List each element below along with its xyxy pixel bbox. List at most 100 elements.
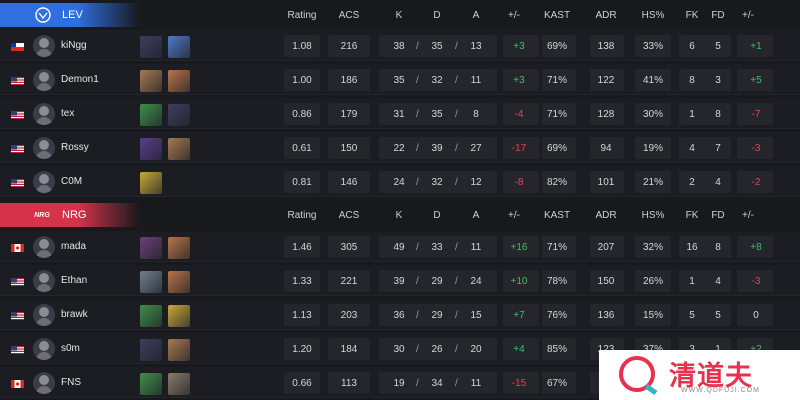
stat-kast: 69% [546,143,567,154]
stat-cell-background [737,137,773,159]
stat-deaths: 35 [431,41,443,52]
stat-cell-background [328,372,370,394]
player-row[interactable]: brawk 1.13 203 36 / 29 / 15 +7 76% 136 15% 5 5 0 [0,299,800,331]
kayo-icon [140,271,162,293]
player-row[interactable]: Rossy 0.61 150 22 / 39 / 27 -17 69% 94 19% 4 7 -3 [0,132,800,164]
stat-adr: 101 [597,177,615,188]
stat-cell-background [590,304,624,326]
stat-cell-background [679,171,731,193]
stat-cell-background [542,137,576,159]
stat-rating: 1.20 [292,344,312,355]
chamber-icon [168,373,190,395]
player-name[interactable]: Demon1 [61,74,99,85]
header-fk: FK [685,210,699,221]
player-row[interactable]: tex 0.86 179 31 / 35 / 8 -4 71% 128 30% 1 8 -7 [0,98,800,130]
team-header: NRG NRG Rating ACS K D A +/- KAST ADR HS… [0,200,800,230]
stat-cell-background [379,236,497,258]
stat-kills: 35 [393,75,405,86]
stat-cell-background [590,236,624,258]
stat-cell-background [679,236,731,258]
stat-cell-background [379,304,497,326]
stat-fd: 1 [698,344,738,355]
stat-cell-background [542,304,576,326]
stat-fd: 3 [715,75,721,86]
player-name[interactable]: Ethan [61,275,88,286]
stat-fd: 5 [715,41,721,52]
team-banner [0,203,140,227]
stat-separator: / [455,310,458,321]
player-row[interactable]: mada 1.46 305 49 / 33 / 11 +16 71% 207 32% 16 8 +8 [0,231,800,263]
stat-fk: 3 [672,344,712,355]
stat-kills: 36 [393,310,405,321]
stat-cell-background [328,35,370,57]
reyna-icon [140,237,162,259]
header-acs: ACS [338,10,360,21]
stat-rating: 0.86 [292,109,312,120]
stat-rating: 1.13 [292,310,312,321]
stat-fk-diff: +2 [736,344,776,355]
stat-separator: / [416,242,419,253]
stat-kills: 39 [393,276,405,287]
usa-flag-icon [11,77,24,85]
stat-cell-background [737,103,773,125]
stat-separator: / [416,344,419,355]
stat-adr: 123 [586,344,626,355]
stat-kast: 82% [546,177,567,188]
player-name[interactable]: tex [61,108,75,119]
usa-flag-icon [11,145,24,153]
raze-icon [168,70,190,92]
stat-deaths: 32 [431,177,443,188]
chile-flag-icon [11,43,24,51]
stat-cell-background [679,69,731,91]
stat-acs: 184 [340,344,358,355]
player-row[interactable]: kiNgg 1.08 216 38 / 35 / 13 +3 69% 138 33% 6 5 +1 [0,30,800,62]
usa-flag-icon [11,312,24,320]
killjoy-icon [140,172,162,194]
team-banner [0,3,140,27]
raze-icon [168,237,190,259]
header-kd-diff: +/- [508,210,520,221]
player-row[interactable]: Ethan 1.33 221 39 / 29 / 24 +10 78% 150 26% 1 4 -3 [0,265,800,297]
stat-cell-background [503,171,539,193]
stat-cell-background [503,103,539,125]
player-name[interactable]: s0m [61,343,80,354]
player-name[interactable]: brawk [61,309,88,320]
stat-cell-background [328,69,370,91]
usa-flag-icon [11,278,24,286]
stat-cell-background [328,137,370,159]
stat-fd: 4 [715,276,721,287]
stat-cell-background [379,338,497,360]
stat-adr: 138 [597,41,615,52]
stat-cell-background [379,35,497,57]
killjoy-icon [168,305,190,327]
stat-fk: 1 [689,276,695,287]
stat-cell-background [542,35,576,57]
player-name[interactable]: Rossy [61,142,89,153]
stat-cell-background [503,372,539,394]
player-name[interactable]: mada [61,241,87,252]
header-a: A [472,10,480,21]
player-avatar [33,69,55,91]
canada-flag-icon [11,380,24,388]
stat-acs: 186 [340,75,358,86]
player-name[interactable]: FNS [61,377,81,388]
stat-hs: 37% [633,344,673,355]
stat-separator: / [416,276,419,287]
stat-cell-background [284,69,320,91]
stat-cell-background [542,171,576,193]
stat-hs: 30% [642,109,663,120]
player-row[interactable]: C0M 0.81 146 24/32/12 -8 82% 101 21% 2 4 -2 [0,166,800,198]
stat-cell-background [379,171,497,193]
stat-adr: 128 [597,109,615,120]
player-name[interactable]: C0M [61,176,83,187]
player-avatar [33,103,55,125]
stat-acs: 221 [340,276,358,287]
stat-kills: 24 [393,177,405,188]
player-name[interactable]: kiNgg [61,40,87,51]
stat-hs: 21% [642,177,663,188]
stat-assists: 20 [470,344,482,355]
player-row[interactable]: Demon1 1.00 186 35 / 32 / 11 +3 71% 122 41% 8 3 +5 [0,64,800,96]
viper-icon [140,104,162,126]
canada-flag-icon [11,244,24,252]
stat-cell-background [590,270,624,292]
